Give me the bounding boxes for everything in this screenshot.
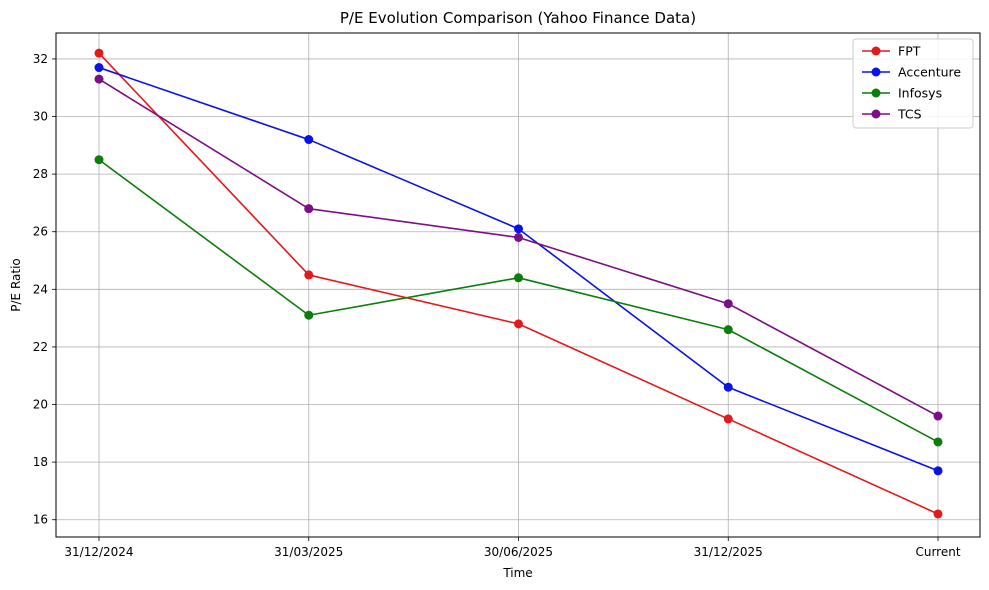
- x-axis: 31/12/2024 31/03/2025 30/06/2025 31/12/2025…: [64, 537, 961, 559]
- y-axis: 16 18 20 22 24 26 28 30 32: [33, 52, 56, 527]
- y-tick-label: 26: [33, 225, 48, 239]
- data-point-tcs: [933, 411, 943, 421]
- chart-title: P/E Evolution Comparison (Yahoo Finance …: [340, 9, 696, 27]
- data-point-accenture: [94, 63, 104, 73]
- y-tick-label: 32: [33, 52, 48, 66]
- data-point-tcs: [304, 204, 314, 214]
- plot-frame: [55, 32, 981, 538]
- y-tick-label: 16: [33, 513, 48, 527]
- x-tick-label: 30/06/2025: [484, 545, 553, 559]
- y-tick-label: 28: [33, 167, 48, 181]
- data-point-infosys: [514, 273, 523, 283]
- x-axis-label: Time: [502, 566, 532, 580]
- data-point-fpt: [933, 509, 943, 519]
- data-point-infosys: [304, 310, 314, 320]
- data-point-infosys: [723, 325, 733, 335]
- data-point-fpt: [723, 414, 733, 424]
- legend-marker-infosys: [871, 88, 881, 98]
- y-tick-label: 30: [33, 110, 48, 124]
- x-tick-label: 31/03/2025: [274, 545, 343, 559]
- data-point-accenture: [933, 466, 943, 476]
- data-point-tcs: [723, 299, 733, 309]
- legend-box: [852, 38, 974, 129]
- legend-marker-fpt: [871, 46, 881, 56]
- legend-label-tcs: TCS: [897, 107, 922, 122]
- series-tcs: [94, 74, 943, 421]
- series-layer: [94, 48, 943, 519]
- legend: FPT Accenture Infosys TCS: [852, 38, 974, 129]
- data-point-tcs: [94, 74, 104, 84]
- data-point-fpt: [514, 319, 523, 329]
- legend-marker-tcs: [871, 109, 881, 119]
- data-point-infosys: [933, 437, 943, 447]
- data-point-tcs: [514, 232, 523, 242]
- y-tick-label: 18: [33, 455, 48, 469]
- series-fpt: [94, 48, 943, 519]
- y-tick-label: 24: [33, 282, 48, 296]
- legend-label-accenture: Accenture: [898, 65, 961, 80]
- y-tick-label: 22: [33, 340, 48, 354]
- data-point-accenture: [304, 135, 314, 145]
- data-point-accenture: [723, 382, 733, 392]
- y-axis-label: P/E Ratio: [9, 258, 23, 311]
- x-tick-label: 31/12/2025: [694, 545, 763, 559]
- data-point-fpt: [304, 270, 314, 280]
- x-tick-label: Current: [915, 545, 960, 559]
- y-tick-label: 20: [33, 398, 48, 412]
- data-point-accenture: [514, 224, 523, 234]
- legend-label-infosys: Infosys: [898, 86, 942, 101]
- data-point-fpt: [94, 48, 104, 58]
- x-tick-label: 31/12/2024: [64, 545, 133, 559]
- legend-marker-accenture: [871, 67, 881, 77]
- data-point-infosys: [94, 155, 104, 165]
- series-accenture: [94, 63, 943, 476]
- series-infosys: [94, 155, 943, 447]
- legend-label-fpt: FPT: [898, 44, 921, 59]
